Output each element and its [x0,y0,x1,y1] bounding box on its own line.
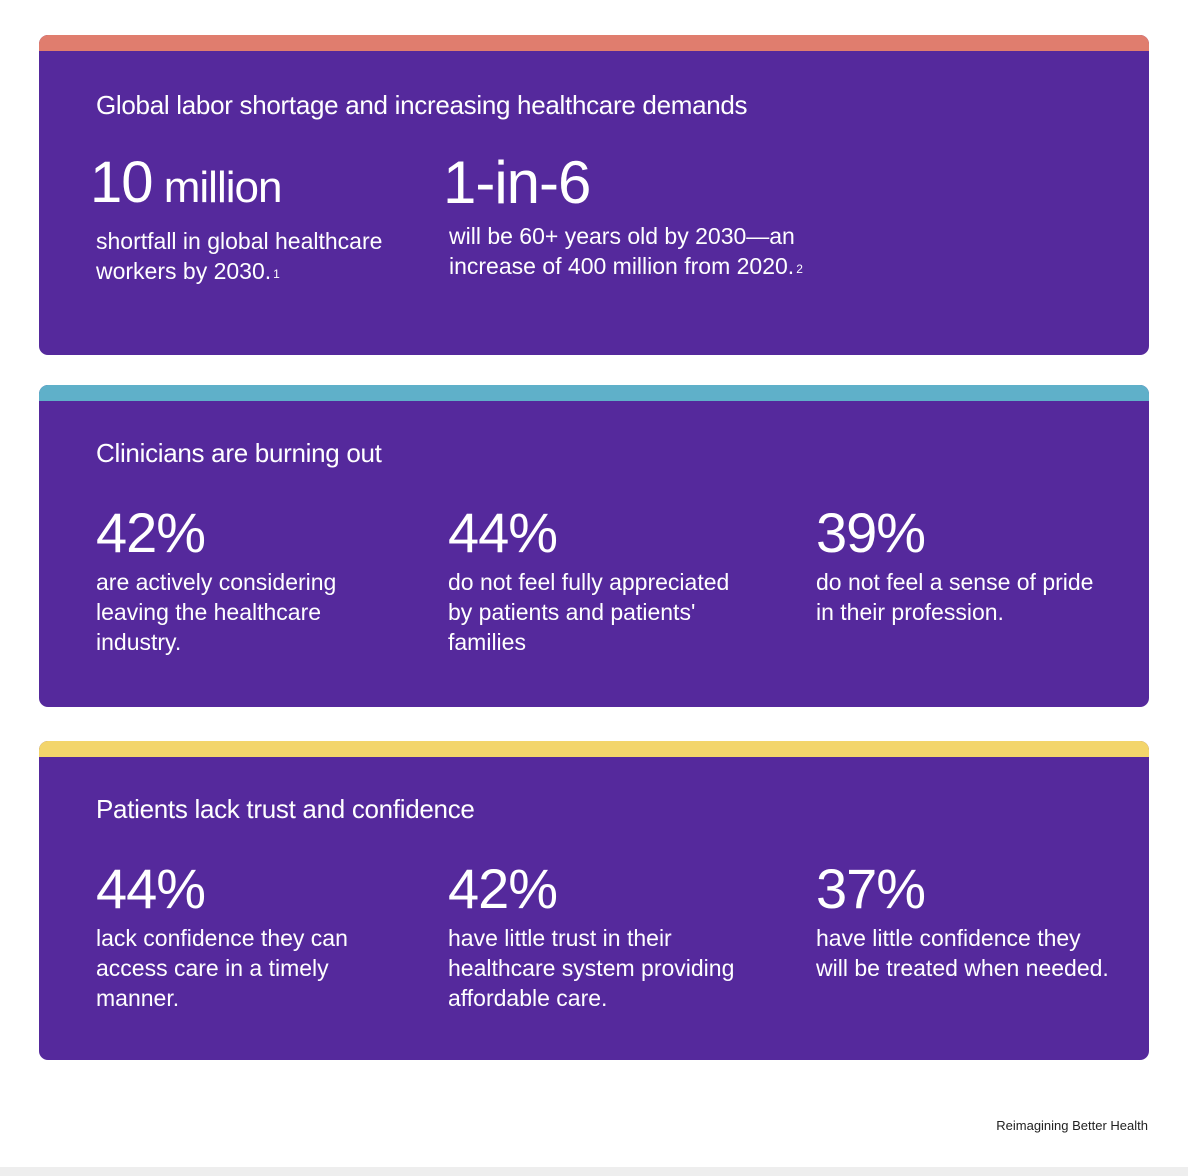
stat-description: shortfall in global healthcare workers b… [90,226,430,286]
stat-description: are actively considering leaving the hea… [96,569,337,655]
stat-value: 44% [448,501,558,564]
stat-description: have little trust in their healthcare sy… [448,925,735,1011]
stat-description: will be 60+ years old by 2030—an increas… [443,221,803,281]
bottom-divider [0,1167,1188,1176]
stat-considering-leaving: 42% are actively considering leaving the… [96,503,396,657]
section-title: Global labor shortage and increasing hea… [96,90,748,120]
section-title: Patients lack trust and confidence [96,794,475,824]
stat-value: 39% [816,501,926,564]
accent-bar-coral [39,35,1149,51]
accent-bar-yellow [39,741,1149,757]
stat-affordable-care: 42% have little trust in their healthcar… [448,859,778,1013]
footnote-marker: 1 [273,267,280,281]
stat-description: have little confidence they will be trea… [816,925,1109,981]
footer-label: Reimagining Better Health [996,1118,1148,1133]
stat-description: do not feel a sense of pride in their pr… [816,569,1094,625]
stat-value-unit: million [152,163,283,212]
stat-not-appreciated: 44% do not feel fully appreciated by pat… [448,503,748,657]
labor-shortage-card: Global labor shortage and increasing hea… [39,35,1149,355]
stat-description: do not feel fully appreciated by patient… [448,569,730,655]
stat-aging-population: 1-in-6 will be 60+ years old by 2030—an … [443,153,803,281]
stat-workforce-shortfall: 10 million shortfall in global healthcar… [90,153,430,286]
stat-description: lack confidence they can access care in … [96,925,348,1011]
patient-trust-card: Patients lack trust and confidence 44% l… [39,741,1149,1060]
stat-value: 42% [448,857,558,920]
stat-value: 10 million [90,153,430,218]
clinician-burnout-card: Clinicians are burning out 42% are activ… [39,385,1149,707]
section-title: Clinicians are burning out [96,438,382,468]
stat-value: 37% [816,857,926,920]
footnote-marker: 2 [796,262,803,276]
stat-value: 44% [96,857,206,920]
stat-treated-when-needed: 37% have little confidence they will be … [816,859,1116,983]
stat-value: 1-in-6 [443,149,591,216]
stat-description-text: shortfall in global healthcare workers b… [96,228,383,284]
stat-value: 42% [96,501,206,564]
stat-value-number: 10 [90,150,154,215]
stat-no-pride: 39% do not feel a sense of pride in thei… [816,503,1116,627]
accent-bar-teal [39,385,1149,401]
stat-description-text: will be 60+ years old by 2030—an increas… [449,223,795,279]
stat-timely-access: 44% lack confidence they can access care… [96,859,396,1013]
